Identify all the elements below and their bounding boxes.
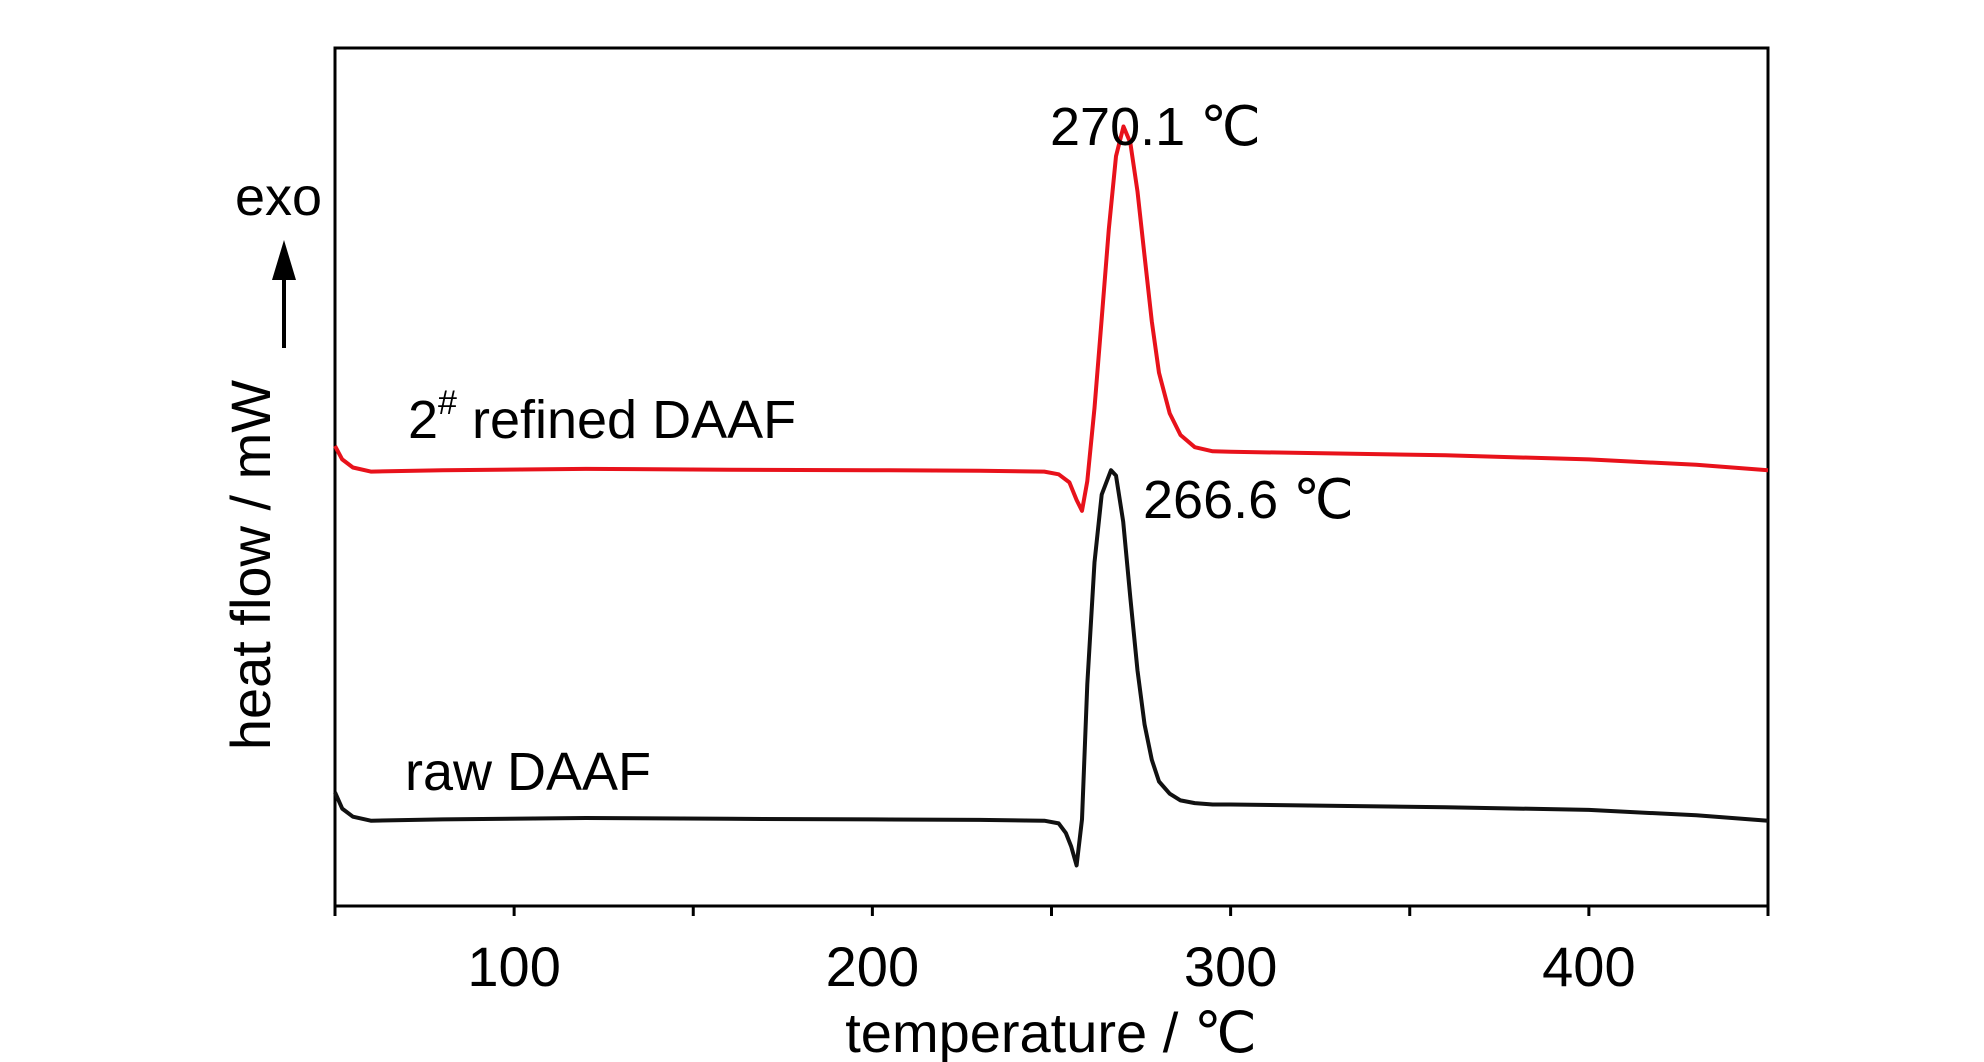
annotation-refined-peak: 270.1 ℃ (1050, 97, 1261, 157)
series-label-refined-sup: # (438, 384, 457, 422)
annotation-raw-peak: 266.6 ℃ (1143, 470, 1354, 530)
x-axis-ticks: 100 200 300 400 (333, 906, 1770, 998)
series-label-refined-rest: refined DAAF (457, 390, 796, 450)
x-axis-title: temperature / ℃ (845, 1001, 1257, 1062)
series-line-raw-daaf (333, 468, 1769, 868)
series-label-refined-base: 2 (408, 390, 438, 450)
x-tick-label: 200 (826, 935, 919, 998)
series-label-raw-daaf: raw DAAF (405, 742, 651, 802)
x-tick-label: 400 (1542, 935, 1635, 998)
x-tick-label: 300 (1184, 935, 1277, 998)
x-tick-label: 100 (467, 935, 560, 998)
y-axis-title: heat flow / mW (219, 380, 282, 750)
exo-label: exo (235, 167, 322, 227)
series-line-refined-daaf (333, 124, 1769, 513)
exo-arrow-icon (272, 240, 296, 348)
series-label-refined-daaf: 2# refined DAAF (408, 384, 796, 450)
